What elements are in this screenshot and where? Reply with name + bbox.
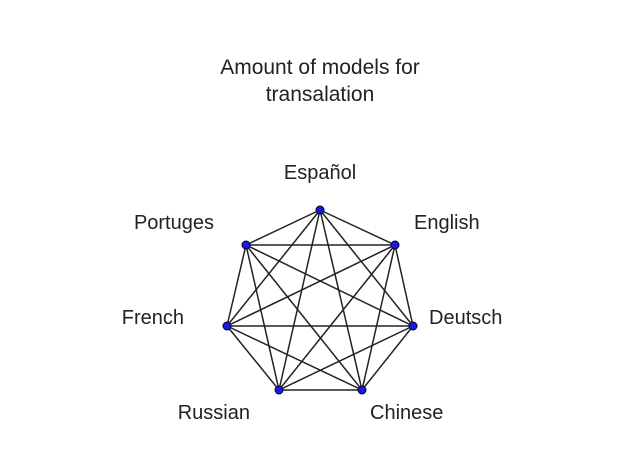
node-portuges [241, 240, 251, 250]
graph-labels: Español English Deutsch Chinese Russian Frenc… [122, 162, 503, 424]
edge-espanol-russian [278, 209, 321, 391]
edge-deutsch-chinese [361, 325, 414, 391]
diagram-title: Amount of models for transalation [0, 54, 619, 108]
node-russian [274, 385, 284, 395]
edge-english-chinese [361, 244, 396, 391]
edge-espanol-french [226, 209, 321, 327]
node-english [390, 240, 400, 250]
title-line-1: Amount of models for [220, 56, 420, 79]
title-line-2: transalation [265, 83, 375, 106]
edge-english-russian [278, 244, 396, 391]
node-label-portuges: Portuges [134, 212, 214, 234]
graph-nodes [222, 205, 418, 395]
edge-chinese-portuges [245, 244, 363, 391]
node-french [222, 321, 232, 331]
node-label-french: French [122, 307, 184, 329]
node-espanol [315, 205, 325, 215]
node-label-english: English [414, 212, 480, 234]
edge-russian-french [226, 325, 280, 391]
edge-deutsch-portuges [245, 244, 414, 327]
edge-english-french [226, 244, 396, 327]
node-label-deutsch: Deutsch [429, 307, 502, 329]
edge-espanol-deutsch [319, 209, 414, 327]
node-label-russian: Russian [178, 402, 250, 424]
edge-english-deutsch [394, 244, 414, 327]
node-label-espanol: Español [284, 162, 356, 184]
edge-french-portuges [226, 244, 247, 327]
edge-russian-portuges [245, 244, 280, 391]
edge-deutsch-russian [278, 325, 414, 391]
graph-edges [226, 209, 414, 391]
node-label-chinese: Chinese [370, 402, 443, 424]
edge-espanol-portuges [245, 209, 321, 246]
node-deutsch [408, 321, 418, 331]
node-chinese [357, 385, 367, 395]
edge-chinese-french [226, 325, 363, 391]
edge-espanol-chinese [319, 209, 363, 391]
edge-espanol-english [319, 209, 396, 246]
